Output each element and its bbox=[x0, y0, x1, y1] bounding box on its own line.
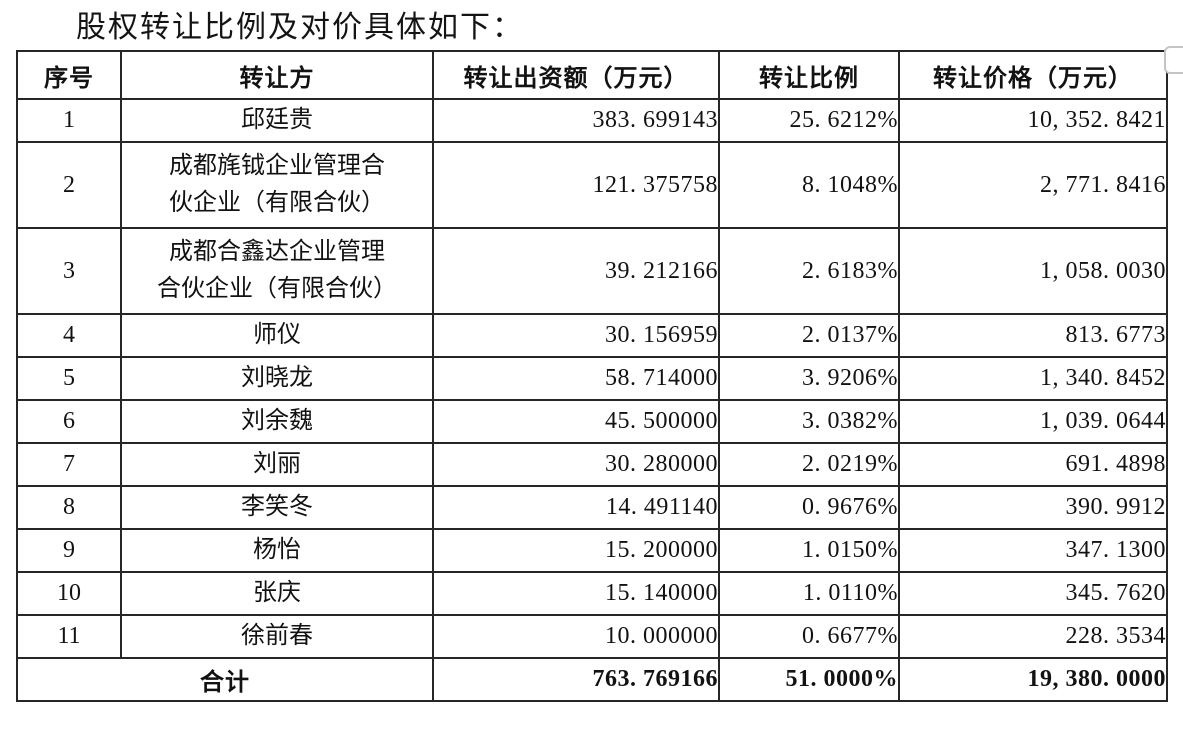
transferor-name: 刘丽 bbox=[120, 442, 434, 487]
col-header-transferor: 转让方 bbox=[120, 50, 434, 100]
transfer-amount: 30. 280000 bbox=[432, 442, 720, 487]
transferor-name: 徐前春 bbox=[120, 614, 434, 659]
row-number: 2 bbox=[16, 141, 122, 229]
transfer-ratio: 3. 0382% bbox=[718, 399, 900, 444]
table-row: 11 徐前春 10. 000000 0. 6677% 228. 3534 bbox=[16, 614, 1168, 659]
total-label: 合计 bbox=[16, 657, 434, 702]
transfer-price: 691. 4898 bbox=[898, 442, 1168, 487]
col-header-price: 转让价格（万元） bbox=[898, 50, 1168, 100]
transferor-name: 张庆 bbox=[120, 571, 434, 616]
transfer-price: 228. 3534 bbox=[898, 614, 1168, 659]
row-number: 6 bbox=[16, 399, 122, 444]
transfer-ratio: 25. 6212% bbox=[718, 98, 900, 143]
table-row: 8 李笑冬 14. 491140 0. 9676% 390. 9912 bbox=[16, 485, 1168, 530]
col-header-no: 序号 bbox=[16, 50, 122, 100]
transfer-ratio: 0. 9676% bbox=[718, 485, 900, 530]
row-number: 5 bbox=[16, 356, 122, 401]
table-row: 7 刘丽 30. 280000 2. 0219% 691. 4898 bbox=[16, 442, 1168, 487]
table-row: 2 成都旄钺企业管理合 伙企业（有限合伙） 121. 375758 8. 1048% 2… bbox=[16, 141, 1168, 229]
total-amount: 763. 769166 bbox=[432, 657, 720, 702]
col-header-ratio: 转让比例 bbox=[718, 50, 900, 100]
transfer-price: 2, 771. 8416 bbox=[898, 141, 1168, 229]
transfer-amount: 30. 156959 bbox=[432, 313, 720, 358]
transfer-amount: 14. 491140 bbox=[432, 485, 720, 530]
transfer-ratio: 8. 1048% bbox=[718, 141, 900, 229]
row-number: 9 bbox=[16, 528, 122, 573]
transfer-amount: 15. 200000 bbox=[432, 528, 720, 573]
transferor-name: 师仪 bbox=[120, 313, 434, 358]
transfer-amount: 39. 212166 bbox=[432, 227, 720, 315]
transfer-price: 1, 039. 0644 bbox=[898, 399, 1168, 444]
transferor-name: 成都合鑫达企业管理 合伙企业（有限合伙） bbox=[120, 227, 434, 315]
transfer-ratio: 1. 0150% bbox=[718, 528, 900, 573]
table-row: 3 成都合鑫达企业管理 合伙企业（有限合伙） 39. 212166 2. 6183% 1… bbox=[16, 227, 1168, 315]
transfer-price: 813. 6773 bbox=[898, 313, 1168, 358]
row-number: 3 bbox=[16, 227, 122, 315]
transfer-price: 347. 1300 bbox=[898, 528, 1168, 573]
transfer-ratio: 2. 6183% bbox=[718, 227, 900, 315]
table-row: 10 张庆 15. 140000 1. 0110% 345. 7620 bbox=[16, 571, 1168, 616]
row-number: 4 bbox=[16, 313, 122, 358]
total-ratio: 51. 0000% bbox=[718, 657, 900, 702]
transferor-name: 成都旄钺企业管理合 伙企业（有限合伙） bbox=[120, 141, 434, 229]
equity-transfer-table: 序号 转让方 转让出资额（万元） 转让比例 转让价格（万元） 1 邱廷贵 383. … bbox=[16, 50, 1168, 702]
transferor-name: 李笑冬 bbox=[120, 485, 434, 530]
transfer-price: 10, 352. 8421 bbox=[898, 98, 1168, 143]
transfer-ratio: 3. 9206% bbox=[718, 356, 900, 401]
table-footer: 合计 763. 769166 51. 0000% 19, 380. 0000 bbox=[16, 657, 1168, 702]
row-number: 7 bbox=[16, 442, 122, 487]
table-body: 1 邱廷贵 383. 699143 25. 6212% 10, 352. 8421 2 成都… bbox=[16, 98, 1168, 659]
transfer-ratio: 2. 0219% bbox=[718, 442, 900, 487]
table-row: 9 杨怡 15. 200000 1. 0150% 347. 1300 bbox=[16, 528, 1168, 573]
transferor-name: 杨怡 bbox=[120, 528, 434, 573]
table-row: 5 刘晓龙 58. 714000 3. 9206% 1, 340. 8452 bbox=[16, 356, 1168, 401]
total-row: 合计 763. 769166 51. 0000% 19, 380. 0000 bbox=[16, 657, 1168, 702]
transfer-amount: 121. 375758 bbox=[432, 141, 720, 229]
row-number: 1 bbox=[16, 98, 122, 143]
transferor-name: 刘余魏 bbox=[120, 399, 434, 444]
transfer-price: 1, 058. 0030 bbox=[898, 227, 1168, 315]
table-row: 6 刘余魏 45. 500000 3. 0382% 1, 039. 0644 bbox=[16, 399, 1168, 444]
transferor-name: 邱廷贵 bbox=[120, 98, 434, 143]
row-number: 10 bbox=[16, 571, 122, 616]
transfer-ratio: 0. 6677% bbox=[718, 614, 900, 659]
transfer-amount: 383. 699143 bbox=[432, 98, 720, 143]
table-header: 序号 转让方 转让出资额（万元） 转让比例 转让价格（万元） bbox=[16, 50, 1168, 100]
transfer-amount: 58. 714000 bbox=[432, 356, 720, 401]
transfer-price: 345. 7620 bbox=[898, 571, 1168, 616]
page-title: 股权转让比例及对价具体如下： bbox=[76, 11, 524, 44]
total-price: 19, 380. 0000 bbox=[898, 657, 1168, 702]
row-number: 8 bbox=[16, 485, 122, 530]
transfer-amount: 15. 140000 bbox=[432, 571, 720, 616]
scrollbar-thumb[interactable] bbox=[1164, 46, 1183, 74]
transfer-price: 390. 9912 bbox=[898, 485, 1168, 530]
transfer-amount: 10. 000000 bbox=[432, 614, 720, 659]
table-row: 1 邱廷贵 383. 699143 25. 6212% 10, 352. 8421 bbox=[16, 98, 1168, 143]
transfer-ratio: 1. 0110% bbox=[718, 571, 900, 616]
col-header-amount: 转让出资额（万元） bbox=[432, 50, 720, 100]
row-number: 11 bbox=[16, 614, 122, 659]
transfer-amount: 45. 500000 bbox=[432, 399, 720, 444]
table-row: 4 师仪 30. 156959 2. 0137% 813. 6773 bbox=[16, 313, 1168, 358]
transfer-price: 1, 340. 8452 bbox=[898, 356, 1168, 401]
transfer-ratio: 2. 0137% bbox=[718, 313, 900, 358]
transferor-name: 刘晓龙 bbox=[120, 356, 434, 401]
